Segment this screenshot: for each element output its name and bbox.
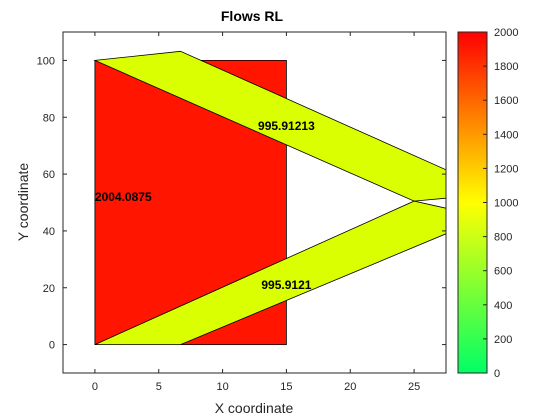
- chart-title: Flows RL: [221, 8, 284, 24]
- colorbar-tick-label: 400: [494, 300, 512, 312]
- y-tick-label: 80: [43, 112, 55, 124]
- block-value-label: 2004.0875: [95, 190, 152, 204]
- axes-box: [62, 31, 447, 374]
- y-tick-label: 40: [43, 226, 55, 238]
- y-axis-label: Y coordinate: [15, 163, 31, 242]
- x-axis-label: X coordinate: [215, 400, 294, 416]
- colorbar-tick-label: 1600: [494, 95, 518, 107]
- colorbar-tick-label: 800: [494, 232, 512, 244]
- upper-flow-region: [93, 50, 446, 202]
- colorbar-tick-label: 1800: [494, 61, 518, 73]
- colorbar-tick-label: 1400: [494, 129, 518, 141]
- regions: [93, 50, 446, 346]
- colorbar-ticks: 0 200 400 600 800 1000 1200 1400 1600 1800 2000: [483, 27, 518, 380]
- block-region: [94, 60, 287, 346]
- colorbar-tick-label: 200: [494, 334, 512, 346]
- colorbar-tick-label: 0: [494, 368, 500, 380]
- colorbar-tick-label: 1000: [494, 198, 518, 210]
- upper-flow-value-label: 995.91213: [258, 119, 315, 133]
- plot-area: 2004.0875 995.91213 995.9121: [62, 31, 447, 374]
- colorbar-tick-label: 1200: [494, 163, 518, 175]
- x-axis: 0 5 10 15 20 25: [92, 32, 420, 393]
- x-tick-label: 0: [92, 381, 98, 393]
- lower-flow-value-label: 995.9121: [261, 278, 311, 292]
- colorbar: [457, 31, 488, 374]
- y-tick-label: 0: [49, 340, 55, 352]
- lower-flow-region: [94, 200, 446, 346]
- x-tick-label: 15: [280, 381, 292, 393]
- colorbar-tick-label: 2000: [494, 27, 518, 39]
- region-labels: 2004.0875 995.91213 995.9121: [95, 119, 315, 292]
- y-axis: 0 20 40 60 80 100: [37, 55, 446, 352]
- x-tick-label: 5: [156, 381, 162, 393]
- x-tick-label: 25: [408, 381, 420, 393]
- x-tick-label: 20: [344, 381, 356, 393]
- x-tick-label: 10: [216, 381, 228, 393]
- y-tick-label: 60: [43, 169, 55, 181]
- y-tick-label: 100: [37, 55, 55, 67]
- colorbar-tick-label: 600: [494, 266, 512, 278]
- y-tick-label: 20: [43, 283, 55, 295]
